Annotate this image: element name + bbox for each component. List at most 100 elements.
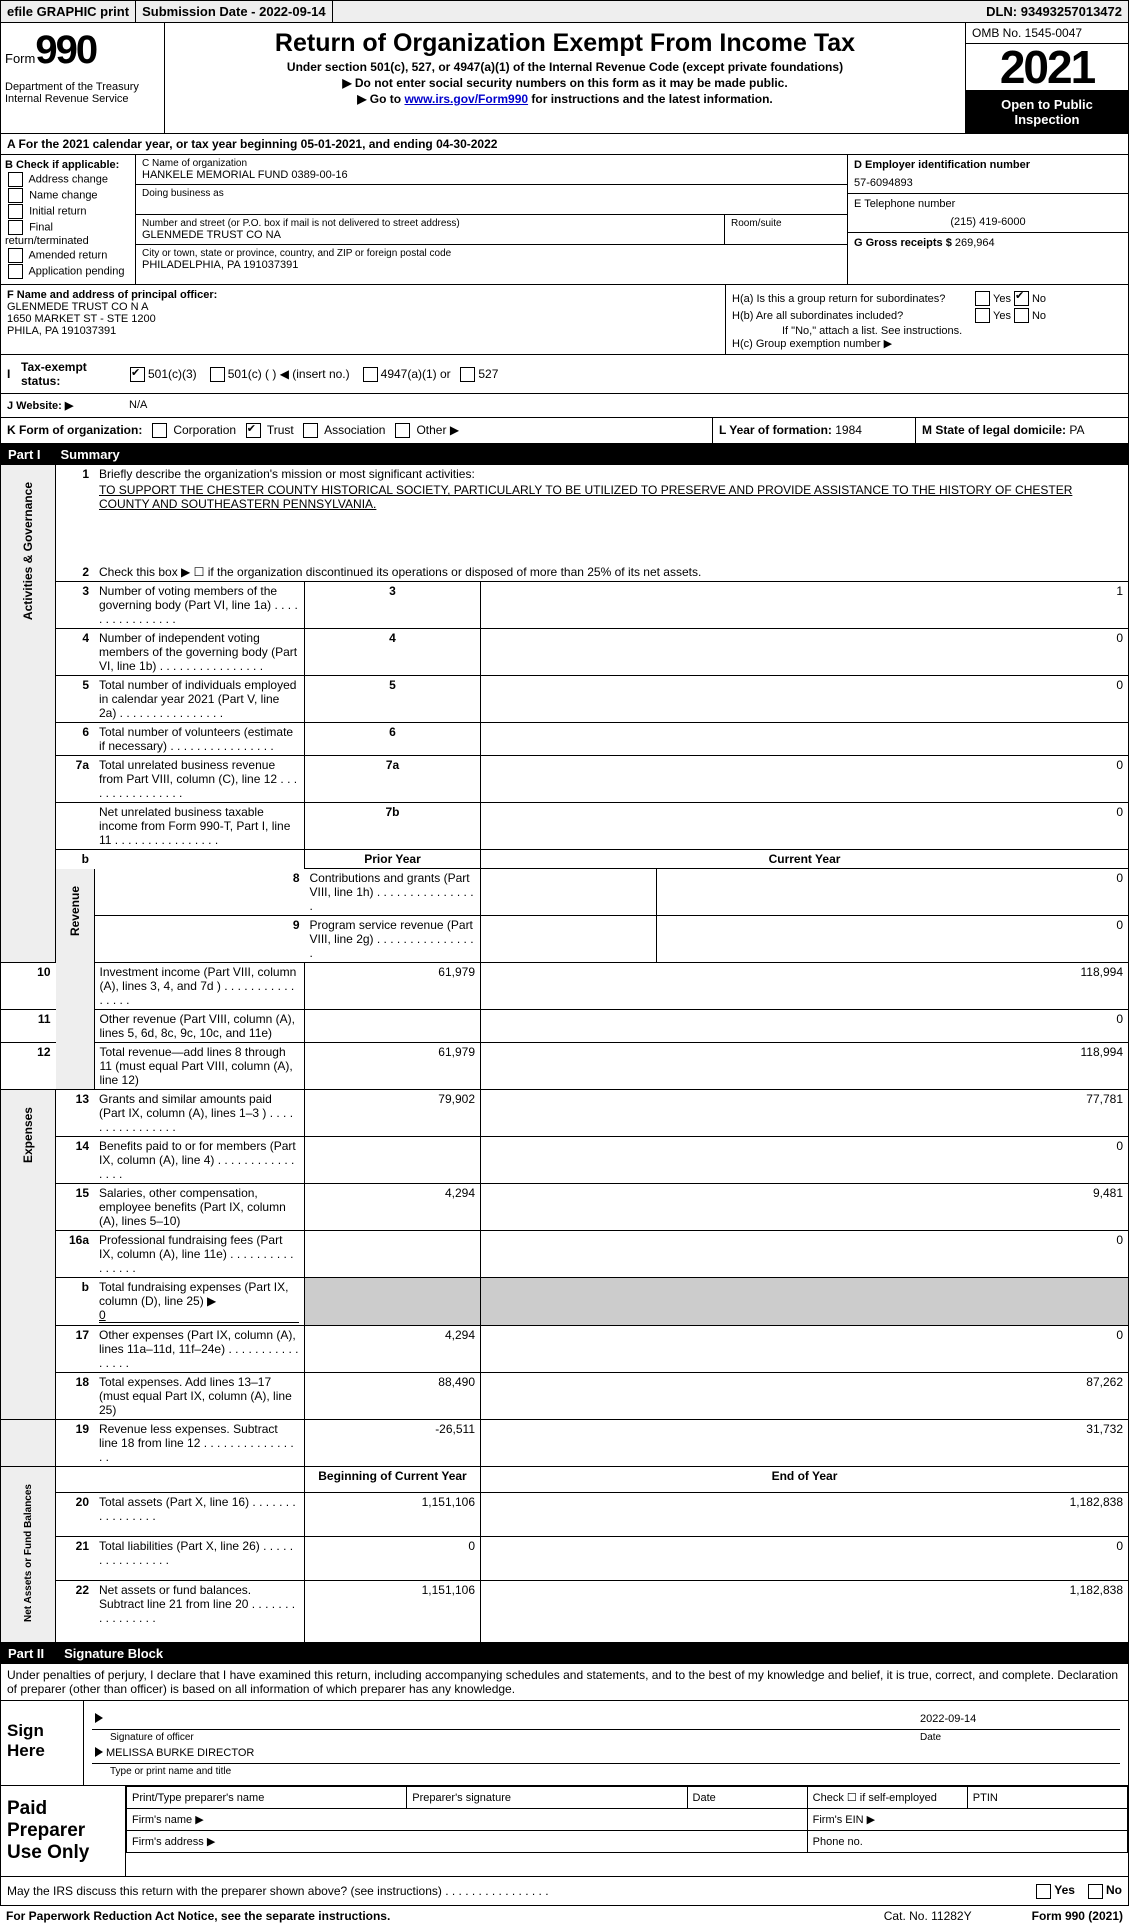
c14: 0 xyxy=(481,1137,1129,1184)
city-value: PHILADELPHIA, PA 191037391 xyxy=(142,259,841,271)
col-b-header: B Check if applicable: xyxy=(5,159,131,171)
c8: 0 xyxy=(657,869,1129,916)
q7b: Net unrelated business taxable income fr… xyxy=(94,803,305,850)
ssn-warning: ▶ Do not enter social security numbers o… xyxy=(171,76,959,90)
c9: 0 xyxy=(657,916,1129,963)
q12: Total revenue—add lines 8 through 11 (mu… xyxy=(94,1043,305,1090)
block-fh: F Name and address of principal officer:… xyxy=(0,285,1129,355)
discuss-row: May the IRS discuss this return with the… xyxy=(0,1877,1129,1905)
dept-treasury: Department of the Treasury xyxy=(5,81,160,93)
tel-value: (215) 419-6000 xyxy=(854,216,1122,228)
sig-date-label: Date xyxy=(920,1732,1120,1743)
sig-name-label: Type or print name and title xyxy=(92,1766,1120,1777)
chk-initial-return[interactable]: Initial return xyxy=(5,204,131,219)
q9: Program service revenue (Part VIII, line… xyxy=(305,916,481,963)
q21: Total liabilities (Part X, line 26) xyxy=(94,1536,305,1580)
footer: For Paperwork Reduction Act Notice, see … xyxy=(0,1906,1129,1926)
chk-amended-return[interactable]: Amended return xyxy=(5,248,131,263)
open-to-public: Open to PublicInspection xyxy=(966,91,1128,133)
chk-name-change[interactable]: Name change xyxy=(5,188,131,203)
dln: DLN: 93493257013472 xyxy=(980,1,1128,22)
sign-here-label: Sign Here xyxy=(1,1701,84,1785)
q17: Other expenses (Part IX, column (A), lin… xyxy=(94,1326,305,1373)
c15: 9,481 xyxy=(481,1184,1129,1231)
chk-assoc[interactable] xyxy=(303,423,318,438)
q15: Salaries, other compensation, employee b… xyxy=(94,1184,305,1231)
q16b: Total fundraising expenses (Part IX, col… xyxy=(94,1278,305,1326)
part1-num: Part I xyxy=(8,447,41,462)
q13: Grants and similar amounts paid (Part IX… xyxy=(94,1090,305,1137)
p16a xyxy=(305,1231,481,1278)
ha-label: H(a) Is this a group return for subordin… xyxy=(732,293,972,305)
p21: 0 xyxy=(305,1536,481,1580)
sig-officer-label: Signature of officer xyxy=(92,1732,920,1743)
officer-name: GLENMEDE TRUST CO N A xyxy=(7,301,719,313)
mission-text: TO SUPPORT THE CHESTER COUNTY HISTORICAL… xyxy=(99,483,1123,511)
chk-application-pending[interactable]: Application pending xyxy=(5,264,131,279)
q7a: Total unrelated business revenue from Pa… xyxy=(94,756,305,803)
c16a: 0 xyxy=(481,1231,1129,1278)
chk-corp[interactable] xyxy=(152,423,167,438)
website-label: J Website: ▶ xyxy=(1,394,123,417)
dba-block: Doing business as xyxy=(136,185,847,215)
row-k: K Form of organization: Corporation Trus… xyxy=(0,418,1129,444)
discuss-yes[interactable] xyxy=(1036,1884,1051,1899)
chk-trust[interactable] xyxy=(246,423,261,438)
hb-no[interactable] xyxy=(1014,308,1029,323)
c22: 1,182,838 xyxy=(481,1580,1129,1643)
p17: 4,294 xyxy=(305,1326,481,1373)
p11 xyxy=(305,1010,481,1043)
q5: Total number of individuals employed in … xyxy=(94,676,305,723)
p18: 88,490 xyxy=(305,1373,481,1420)
chk-4947[interactable] xyxy=(363,367,378,382)
side-netassets: Net Assets or Fund Balances xyxy=(23,1469,34,1637)
officer-addr2: PHILA, PA 191037391 xyxy=(7,325,719,337)
dba-label: Doing business as xyxy=(142,188,841,199)
irs-label: Internal Revenue Service xyxy=(5,93,160,105)
row-a-tax-year: A For the 2021 calendar year, or tax yea… xyxy=(0,134,1129,155)
officer-addr1: 1650 MARKET ST - STE 1200 xyxy=(7,313,719,325)
discuss-no[interactable] xyxy=(1088,1884,1103,1899)
ha-no[interactable] xyxy=(1014,291,1029,306)
chk-527[interactable] xyxy=(460,367,475,382)
p22: 1,151,106 xyxy=(305,1580,481,1643)
sig-date: 2022-09-14 xyxy=(920,1713,1120,1729)
top-bar: efile GRAPHIC print Submission Date - 20… xyxy=(0,0,1129,23)
q20: Total assets (Part X, line 16) xyxy=(94,1492,305,1536)
prep-fname: Firm's name ▶ xyxy=(127,1809,808,1831)
efile-label[interactable]: efile GRAPHIC print xyxy=(1,1,136,22)
prep-pself[interactable]: Check ☐ if self-employed xyxy=(807,1787,967,1809)
prep-psig: Preparer's signature xyxy=(407,1787,687,1809)
prep-fphone: Phone no. xyxy=(807,1831,1127,1853)
c19: 31,732 xyxy=(481,1420,1129,1467)
p19: -26,511 xyxy=(305,1420,481,1467)
hb-yes[interactable] xyxy=(975,308,990,323)
p15: 4,294 xyxy=(305,1184,481,1231)
chk-other[interactable] xyxy=(395,423,410,438)
c18: 87,262 xyxy=(481,1373,1129,1420)
col-f-officer: F Name and address of principal officer:… xyxy=(1,285,726,354)
ein-label: D Employer identification number xyxy=(854,159,1122,171)
irs-link[interactable]: www.irs.gov/Form990 xyxy=(404,92,528,106)
form-title: Return of Organization Exempt From Incom… xyxy=(171,29,959,58)
ha-yes[interactable] xyxy=(975,291,990,306)
chk-address-change[interactable]: Address change xyxy=(5,172,131,187)
chk-501c[interactable] xyxy=(210,367,225,382)
gross-receipts: G Gross receipts $ 269,964 xyxy=(848,233,1128,253)
v6 xyxy=(481,723,1129,756)
c13: 77,781 xyxy=(481,1090,1129,1137)
chk-501c3[interactable] xyxy=(130,367,145,382)
org-name: HANKELE MEMORIAL FUND 0389-00-16 xyxy=(142,169,841,181)
ein-block: D Employer identification number 57-6094… xyxy=(848,155,1128,194)
q19: Revenue less expenses. Subtract line 18 … xyxy=(94,1420,305,1467)
perjury-text: Under penalties of perjury, I declare th… xyxy=(1,1664,1128,1700)
p14 xyxy=(305,1137,481,1184)
c11: 0 xyxy=(481,1010,1129,1043)
chk-final-return[interactable]: Final return/terminated xyxy=(5,220,131,247)
room-label: Room/suite xyxy=(731,218,841,229)
block-bcd: B Check if applicable: Address change Na… xyxy=(0,155,1129,285)
v7b: 0 xyxy=(481,803,1129,850)
form-subtitle: Under section 501(c), 527, or 4947(a)(1)… xyxy=(171,60,959,74)
tax-year: 2021 xyxy=(966,44,1128,91)
end-year-hdr: End of Year xyxy=(481,1467,1129,1492)
